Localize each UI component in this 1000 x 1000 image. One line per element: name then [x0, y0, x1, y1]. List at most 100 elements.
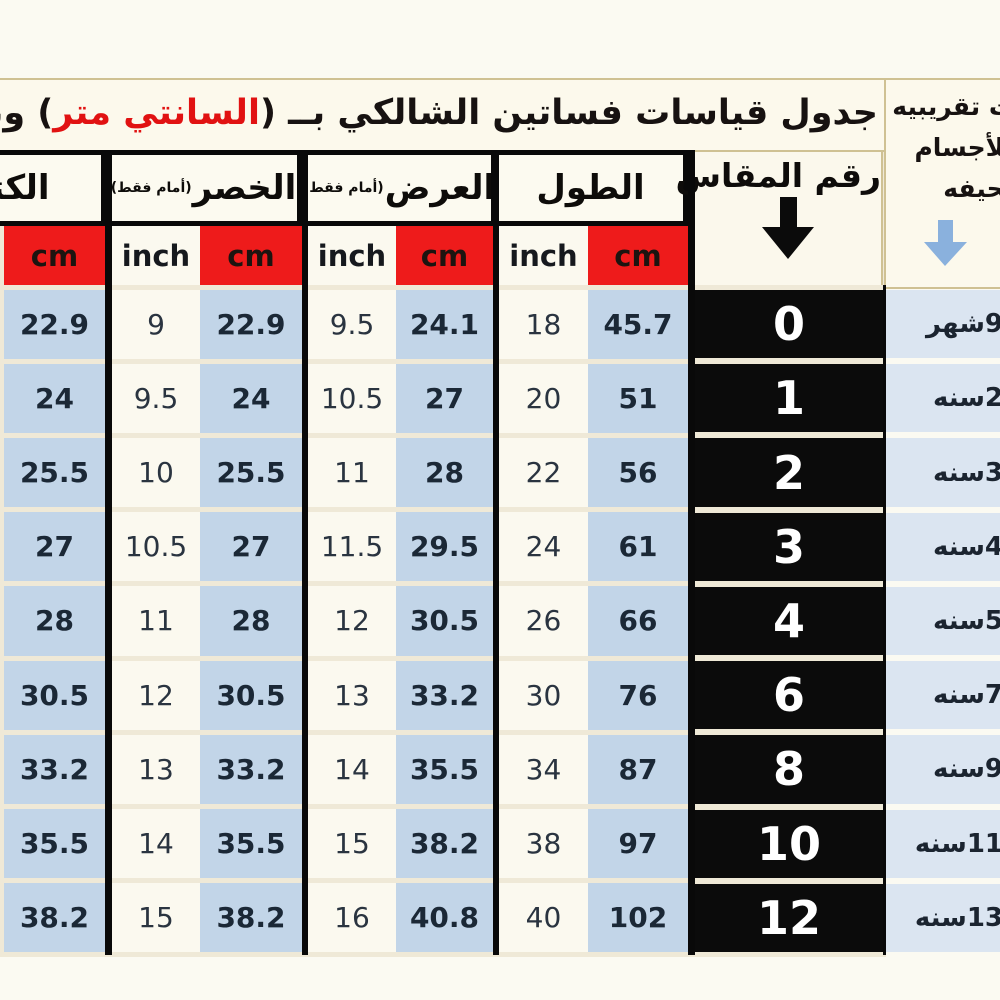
shoulder-cm-cell: 33.2: [4, 734, 105, 805]
size-age-divider: [883, 285, 886, 955]
waist-cm-cell: 22.9: [200, 289, 302, 359]
length-inch-cell: 22: [499, 437, 588, 508]
group-divider: [688, 150, 695, 955]
waist-inch-cell: 10: [112, 437, 200, 508]
width-inch-cell: 10.5: [308, 363, 396, 433]
column-header-width: العرض (أمام فقط): [302, 150, 496, 226]
width-cm-cell: 30.5: [396, 586, 493, 656]
waist-inch-cell: 9.5: [112, 363, 200, 433]
waist-cm-cell: 33.2: [200, 734, 302, 805]
black-down-arrow-icon: [695, 197, 881, 265]
length-cm-cell: 76: [588, 660, 688, 730]
length-cm-cell: 66: [588, 586, 688, 656]
waist-inch-cell: 11: [112, 586, 200, 656]
waist-inch-cell: 14: [112, 809, 200, 879]
shoulder-cm-header: cm: [4, 226, 105, 285]
width-cm-cell: 29.5: [396, 512, 493, 582]
waist-sublabel: (أمام فقط): [110, 180, 192, 196]
column-header-length: الطول: [493, 150, 688, 226]
waist-cm-cell: 38.2: [200, 883, 302, 953]
width-inch-column: 9.5 10.5 11 11.5 12 13 14 15 16: [308, 287, 396, 955]
waist-inch-cell: 12: [112, 660, 200, 730]
age-cell: 7سنه: [886, 661, 1000, 730]
width-sublabel: (أمام فقط): [302, 180, 384, 196]
shoulder-cm-cell: 27: [4, 512, 105, 582]
shoulder-cm-cell: 35.5: [4, 809, 105, 879]
waist-inch-header: inch: [112, 226, 200, 285]
shoulder-cm-cell: 24: [4, 363, 105, 433]
waist-cm-cell: 24: [200, 363, 302, 433]
age-cell: 2سنه: [886, 364, 1000, 433]
waist-inch-cell: 10.5: [112, 512, 200, 582]
length-cm-cell: 102: [588, 883, 688, 953]
size-number-cell: 10: [695, 809, 883, 878]
size-number-cell: 2: [695, 438, 883, 507]
title-prefix: جدول قياسات فساتين الشالكي بــ (: [259, 93, 878, 133]
length-cm-cell: 61: [588, 512, 688, 582]
width-inch-cell: 9.5: [308, 289, 396, 359]
age-cell: 4سنه: [886, 512, 1000, 581]
length-cm-cell: 45.7: [588, 289, 688, 359]
size-number-column: 0 1 2 3 4 6 8 10 12: [695, 287, 883, 955]
age-note-text: ت تقريبيه للأجسام نحيفه: [886, 80, 1000, 209]
blue-down-arrow-icon: [920, 218, 972, 274]
width-label: العرض: [384, 168, 496, 208]
waist-cm-cell: 35.5: [200, 809, 302, 879]
age-cell: 11سنه: [886, 809, 1000, 878]
length-inch-cell: 30: [499, 660, 588, 730]
length-inch-cell: 38: [499, 809, 588, 879]
waist-cm-column: 22.9 24 25.5 27 28 30.5 33.2 35.5 38.2: [200, 287, 302, 955]
length-cm-cell: 56: [588, 437, 688, 508]
size-number-cell: 3: [695, 512, 883, 581]
width-cm-column: 24.1 27 28 29.5 30.5 33.2 35.5 38.2 40.8: [396, 287, 493, 955]
length-cm-cell: 87: [588, 734, 688, 805]
length-inch-cell: 26: [499, 586, 588, 656]
column-header-size-number: رقم المقاس: [676, 150, 883, 285]
waist-inch-column: 9 9.5 10 10.5 11 12 13 14 15: [112, 287, 200, 955]
width-inch-cell: 13: [308, 660, 396, 730]
size-number-cell: 0: [695, 290, 883, 359]
waist-cm-cell: 25.5: [200, 437, 302, 508]
size-number-cell: 4: [695, 586, 883, 656]
length-label: الطول: [536, 168, 645, 208]
column-header-shoulder: الكتف: [0, 150, 106, 226]
waist-cm-cell: 27: [200, 512, 302, 582]
length-cm-cell: 51: [588, 363, 688, 433]
width-cm-cell: 38.2: [396, 809, 493, 879]
width-inch-cell: 15: [308, 809, 396, 879]
waist-inch-cell: 9: [112, 289, 200, 359]
size-number-cell: 1: [695, 364, 883, 433]
waist-cm-cell: 28: [200, 586, 302, 656]
age-note-box: ت تقريبيه للأجسام نحيفه: [884, 78, 1000, 289]
age-column: 9شهر 2سنه 3سنه 4سنه 5سنه 7سنه 9سنه 11سنه 13سنه: [886, 287, 1000, 955]
group-divider: [105, 150, 112, 955]
length-cm-cell: 97: [588, 809, 688, 879]
age-note-line: للأجسام: [914, 133, 1000, 162]
shoulder-cm-cell: 30.5: [4, 660, 105, 730]
group-divider: [302, 150, 308, 955]
shoulder-cm-cell: 25.5: [4, 437, 105, 508]
age-cell: 9شهر: [886, 290, 1000, 359]
title-bar: جدول قياسات فساتين الشالكي بــ (السانتي …: [0, 78, 888, 152]
length-inch-cell: 24: [499, 512, 588, 582]
shoulder-cm-cell: 28: [4, 586, 105, 656]
width-cm-cell: 27: [396, 363, 493, 433]
age-cell: 13سنه: [886, 883, 1000, 952]
width-cm-cell: 24.1: [396, 289, 493, 359]
size-number-cell: 8: [695, 735, 883, 804]
age-cell: 3سنه: [886, 438, 1000, 507]
title-suffix: ) وبــ(الإنش: [0, 93, 54, 133]
width-inch-cell: 11.5: [308, 512, 396, 582]
title-highlight: السانتي متر: [53, 93, 260, 133]
width-inch-cell: 11: [308, 437, 396, 508]
width-inch-header: inch: [308, 226, 396, 285]
age-note-line: ت تقريبيه: [892, 92, 1000, 121]
length-cm-column: 45.7 51 56 61 66 76 87 97 102: [588, 287, 688, 955]
age-cell: 9سنه: [886, 735, 1000, 804]
length-inch-cell: 20: [499, 363, 588, 433]
size-number-cell: 12: [695, 883, 883, 952]
length-inch-header: inch: [499, 226, 588, 285]
waist-label: الخصر: [192, 168, 297, 208]
shoulder-label: الكتف: [0, 168, 50, 208]
